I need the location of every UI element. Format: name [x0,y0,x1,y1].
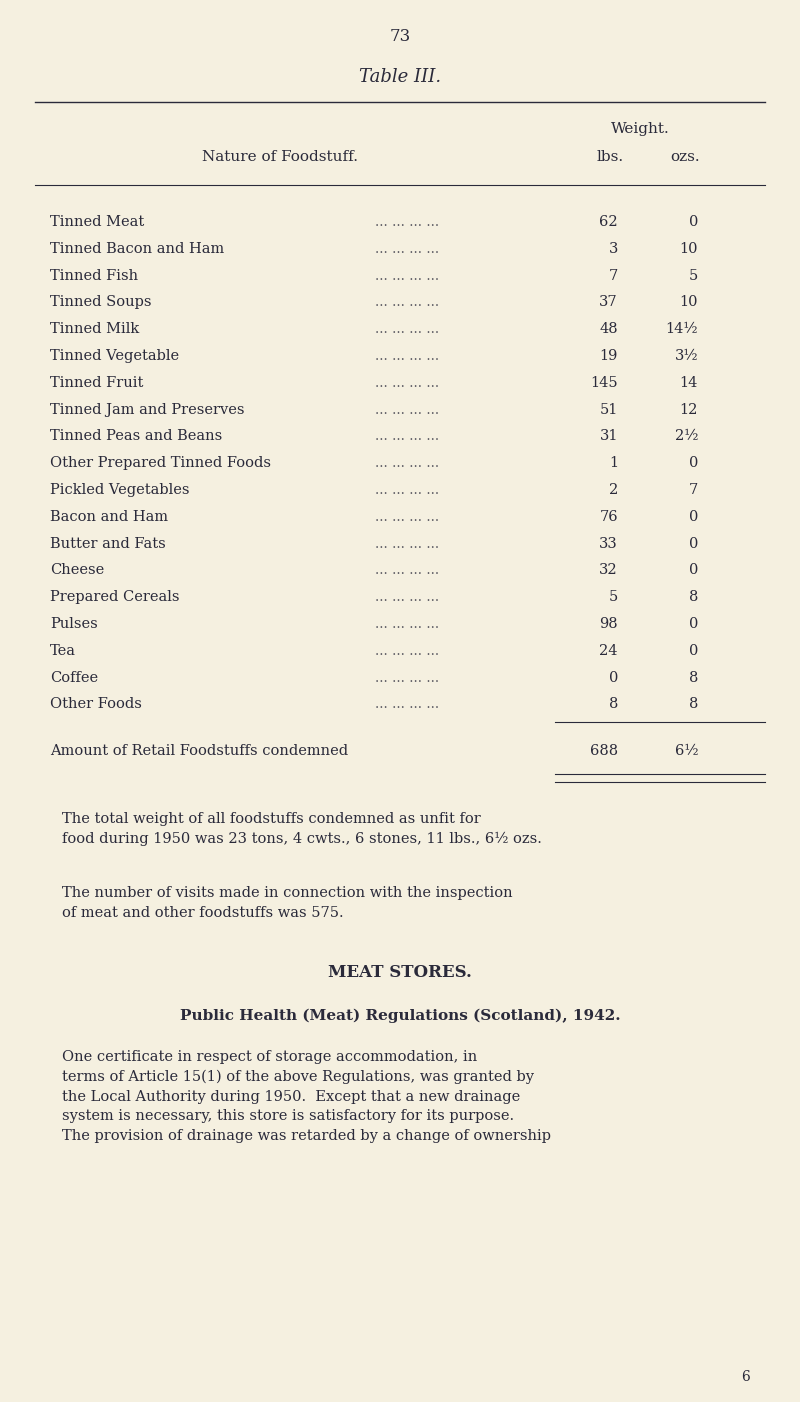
Text: ... ... ... ...: ... ... ... ... [375,215,439,229]
Text: Tinned Vegetable: Tinned Vegetable [50,349,179,363]
Text: 8: 8 [689,697,698,711]
Text: 19: 19 [600,349,618,363]
Text: 0: 0 [689,537,698,551]
Text: Tinned Meat: Tinned Meat [50,215,144,229]
Text: ... ... ... ...: ... ... ... ... [375,617,439,631]
Text: Tinned Jam and Preserves: Tinned Jam and Preserves [50,402,245,416]
Text: ... ... ... ...: ... ... ... ... [375,510,439,524]
Text: Tinned Milk: Tinned Milk [50,322,139,336]
Text: Butter and Fats: Butter and Fats [50,537,166,551]
Text: ... ... ... ...: ... ... ... ... [375,322,439,336]
Text: 0: 0 [689,456,698,470]
Text: Coffee: Coffee [50,670,98,684]
Text: 3½: 3½ [674,349,698,363]
Text: ... ... ... ...: ... ... ... ... [375,402,439,416]
Text: 5: 5 [689,269,698,283]
Text: Tinned Fish: Tinned Fish [50,269,138,283]
Text: ... ... ... ...: ... ... ... ... [375,697,439,711]
Text: lbs.: lbs. [597,150,623,164]
Text: Tinned Peas and Beans: Tinned Peas and Beans [50,429,222,443]
Text: ozs.: ozs. [670,150,700,164]
Text: 10: 10 [679,241,698,255]
Text: 33: 33 [599,537,618,551]
Text: ... ... ... ...: ... ... ... ... [375,590,439,604]
Text: 6: 6 [742,1370,750,1384]
Text: 48: 48 [599,322,618,336]
Text: ... ... ... ...: ... ... ... ... [375,564,439,578]
Text: 7: 7 [609,269,618,283]
Text: ... ... ... ...: ... ... ... ... [375,349,439,363]
Text: 32: 32 [599,564,618,578]
Text: Other Prepared Tinned Foods: Other Prepared Tinned Foods [50,456,271,470]
Text: 8: 8 [689,590,698,604]
Text: 98: 98 [599,617,618,631]
Text: ... ... ... ...: ... ... ... ... [375,429,439,443]
Text: 0: 0 [689,644,698,658]
Text: Tinned Bacon and Ham: Tinned Bacon and Ham [50,241,224,255]
Text: Weight.: Weight. [610,122,670,136]
Text: 10: 10 [679,296,698,310]
Text: Pickled Vegetables: Pickled Vegetables [50,484,190,496]
Text: Other Foods: Other Foods [50,697,142,711]
Text: Nature of Foodstuff.: Nature of Foodstuff. [202,150,358,164]
Text: ... ... ... ...: ... ... ... ... [375,269,439,283]
Text: ... ... ... ...: ... ... ... ... [375,376,439,390]
Text: 14½: 14½ [666,322,698,336]
Text: 1: 1 [609,456,618,470]
Text: 7: 7 [689,484,698,496]
Text: ... ... ... ...: ... ... ... ... [375,296,439,310]
Text: The number of visits made in connection with the inspection
of meat and other fo: The number of visits made in connection … [62,886,513,920]
Text: 8: 8 [689,670,698,684]
Text: One certificate in respect of storage accommodation, in
terms of Article 15(1) o: One certificate in respect of storage ac… [62,1050,551,1143]
Text: MEAT STORES.: MEAT STORES. [328,965,472,981]
Text: 8: 8 [609,697,618,711]
Text: ... ... ... ...: ... ... ... ... [375,456,439,470]
Text: 73: 73 [390,28,410,45]
Text: 5: 5 [609,590,618,604]
Text: Tinned Soups: Tinned Soups [50,296,151,310]
Text: 145: 145 [590,376,618,390]
Text: Tinned Fruit: Tinned Fruit [50,376,143,390]
Text: 0: 0 [609,670,618,684]
Text: 24: 24 [599,644,618,658]
Text: Amount of Retail Foodstuffs condemned: Amount of Retail Foodstuffs condemned [50,744,348,758]
Text: Pulses: Pulses [50,617,98,631]
Text: ... ... ... ...: ... ... ... ... [375,644,439,658]
Text: Table III.: Table III. [359,69,441,86]
Text: Public Health (Meat) Regulations (Scotland), 1942.: Public Health (Meat) Regulations (Scotla… [180,1008,620,1022]
Text: Cheese: Cheese [50,564,104,578]
Text: ... ... ... ...: ... ... ... ... [375,484,439,496]
Text: 688: 688 [590,744,618,758]
Text: 2½: 2½ [674,429,698,443]
Text: The total weight of all foodstuffs condemned as unfit for
food during 1950 was 2: The total weight of all foodstuffs conde… [62,812,542,845]
Text: 3: 3 [609,241,618,255]
Text: ... ... ... ...: ... ... ... ... [375,241,439,255]
Text: 76: 76 [599,510,618,524]
Text: 0: 0 [689,215,698,229]
Text: 12: 12 [680,402,698,416]
Text: ... ... ... ...: ... ... ... ... [375,537,439,551]
Text: Bacon and Ham: Bacon and Ham [50,510,168,524]
Text: 6½: 6½ [674,744,698,758]
Text: 14: 14 [680,376,698,390]
Text: Tea: Tea [50,644,76,658]
Text: 62: 62 [599,215,618,229]
Text: 0: 0 [689,564,698,578]
Text: ... ... ... ...: ... ... ... ... [375,670,439,684]
Text: 0: 0 [689,510,698,524]
Text: 0: 0 [689,617,698,631]
Text: 2: 2 [609,484,618,496]
Text: 51: 51 [600,402,618,416]
Text: Prepared Cereals: Prepared Cereals [50,590,179,604]
Text: 31: 31 [599,429,618,443]
Text: 37: 37 [599,296,618,310]
